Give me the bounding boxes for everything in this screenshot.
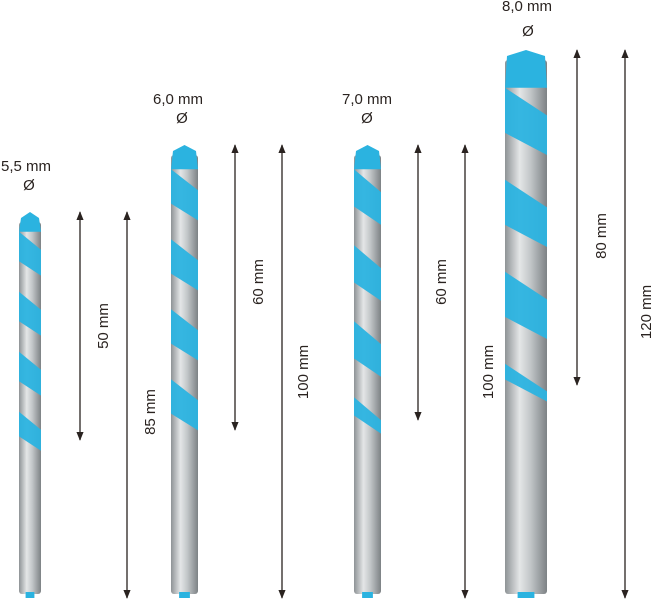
drill-shank-2: [171, 155, 198, 594]
drill-flute-band-4: [505, 179, 547, 247]
diameter-symbol-1: Ø: [23, 177, 35, 194]
total-length-label-4: 120 mm: [638, 285, 651, 339]
diameter-label-2: 6,0 mm: [153, 91, 203, 108]
drill-tip-2: [171, 145, 198, 170]
working-length-label-4: 80 mm: [593, 213, 610, 259]
diameter-label-1: 5,5 mm: [1, 158, 51, 175]
diameter-label-4: 8,0 mm: [502, 0, 552, 15]
diameter-label-3: 7,0 mm: [342, 91, 392, 108]
drill-flute-band-4: [505, 363, 547, 402]
drill-flute-band-3: [354, 169, 381, 225]
diameter-symbol-3: Ø: [361, 110, 373, 127]
drill-shank-1: [19, 222, 41, 594]
drill-flute-band-2: [171, 309, 198, 361]
working-length-label-2: 60 mm: [250, 259, 267, 305]
drill-tip-4: [505, 50, 547, 88]
drill-tip-1: [19, 212, 41, 232]
diameter-symbol-2: Ø: [176, 110, 188, 127]
drill-flute-band-2: [171, 169, 198, 221]
working-length-label-1: 50 mm: [95, 303, 112, 349]
drill-flute-band-4: [505, 87, 547, 155]
drill-flute-band-1: [19, 231, 41, 276]
drill-end-marker-1: [25, 592, 35, 598]
total-length-label-2: 100 mm: [295, 345, 312, 399]
total-length-label-3: 100 mm: [480, 345, 497, 399]
drill-end-marker-4: [517, 592, 535, 598]
drill-flute-band-3: [354, 321, 381, 377]
drill-flute-band-3: [354, 245, 381, 301]
working-length-label-3: 60 mm: [433, 259, 450, 305]
drill-end-marker-3: [362, 592, 373, 598]
diameter-symbol-4: Ø: [522, 23, 534, 40]
drill-flute-band-4: [505, 271, 547, 339]
drill-flute-band-1: [19, 351, 41, 396]
drill-tip-3: [354, 145, 381, 170]
drill-flute-band-2: [171, 379, 198, 431]
drill-flute-band-3: [354, 397, 381, 434]
drill-flute-band-1: [19, 411, 41, 451]
drill-flute-band-2: [171, 239, 198, 291]
drill-end-marker-2: [179, 592, 190, 598]
drill-flute-band-1: [19, 291, 41, 336]
total-length-label-1: 85 mm: [142, 389, 159, 435]
